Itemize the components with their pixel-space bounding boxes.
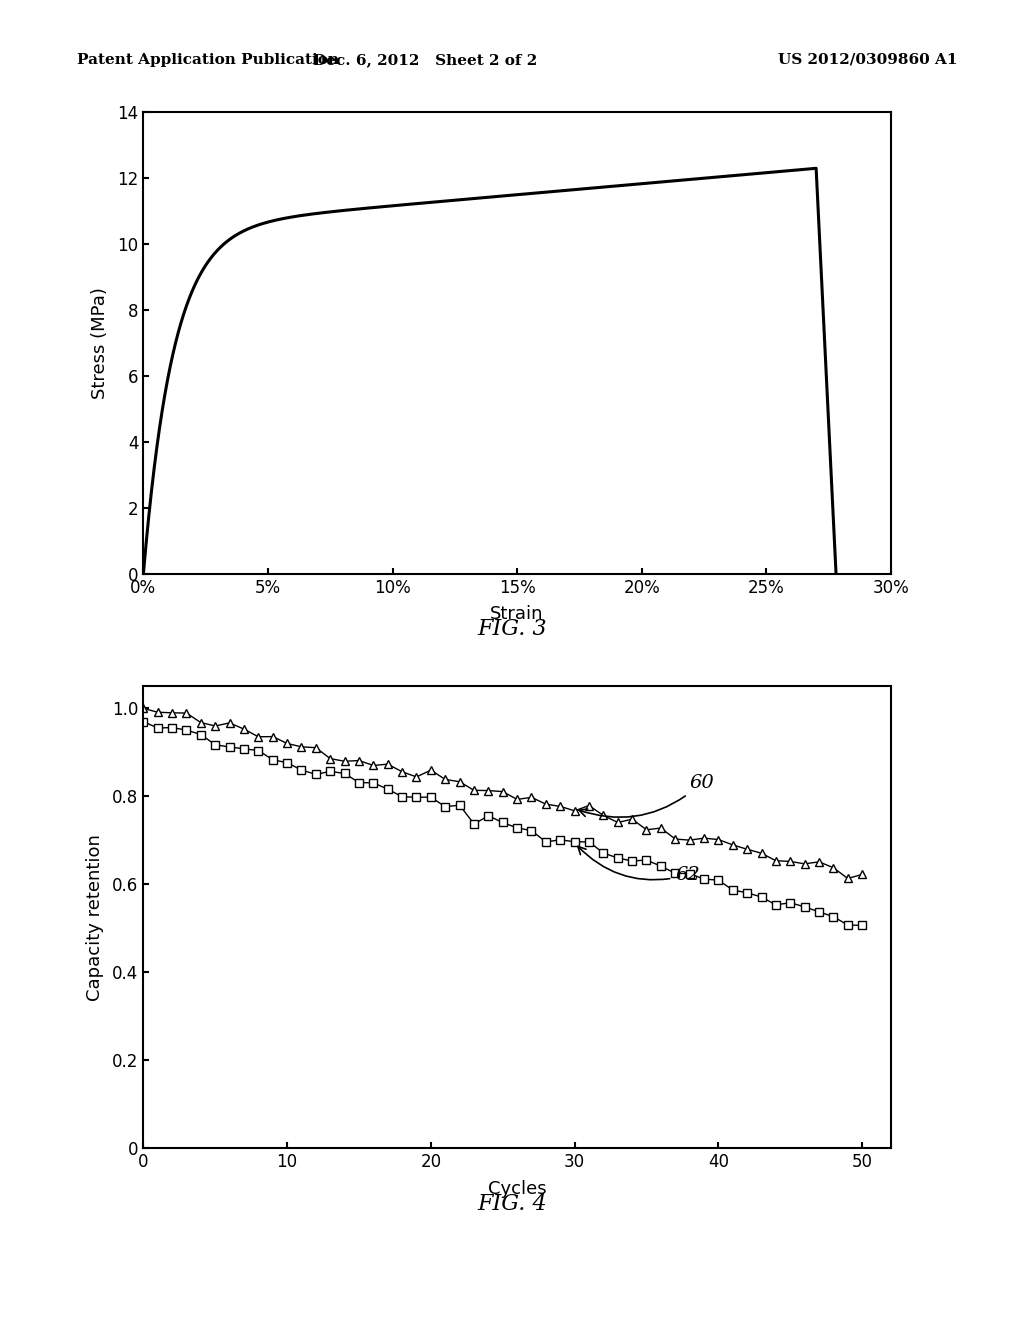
Text: Patent Application Publication: Patent Application Publication — [77, 53, 339, 67]
X-axis label: Strain: Strain — [490, 606, 544, 623]
Text: Dec. 6, 2012   Sheet 2 of 2: Dec. 6, 2012 Sheet 2 of 2 — [313, 53, 537, 67]
Text: 62: 62 — [578, 846, 700, 884]
Text: US 2012/0309860 A1: US 2012/0309860 A1 — [778, 53, 957, 67]
Text: FIG. 3: FIG. 3 — [477, 618, 547, 640]
Text: 60: 60 — [579, 774, 715, 817]
X-axis label: Cycles: Cycles — [487, 1180, 547, 1197]
Y-axis label: Capacity retention: Capacity retention — [86, 834, 103, 1001]
Text: FIG. 4: FIG. 4 — [477, 1193, 547, 1216]
Y-axis label: Stress (MPa): Stress (MPa) — [91, 288, 109, 399]
